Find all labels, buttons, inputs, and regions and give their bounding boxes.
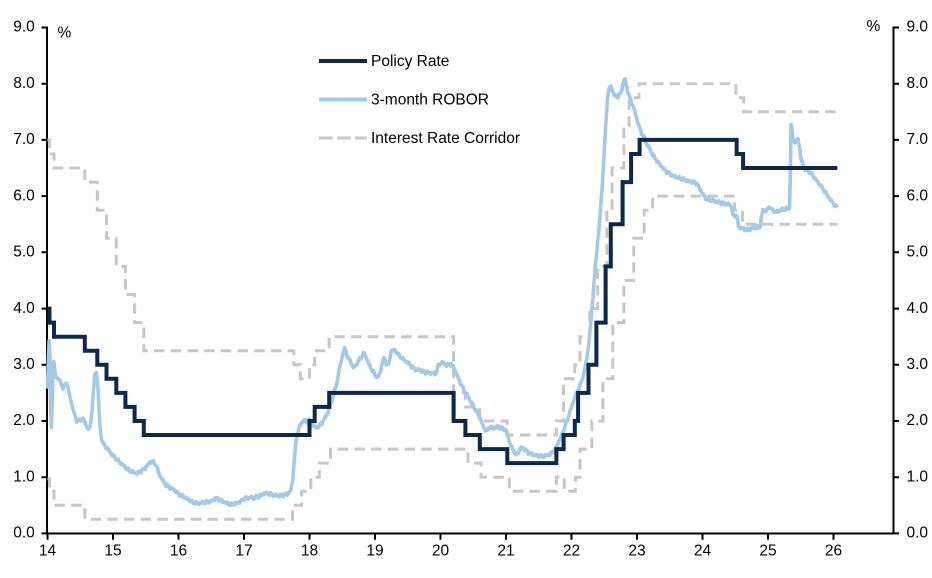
svg-text:9.0: 9.0 — [907, 19, 929, 36]
svg-text:22: 22 — [563, 542, 580, 559]
svg-text:9.0: 9.0 — [13, 19, 35, 36]
svg-text:15: 15 — [104, 542, 121, 559]
svg-text:0.0: 0.0 — [13, 525, 35, 542]
svg-text:6.0: 6.0 — [907, 187, 929, 204]
svg-text:23: 23 — [628, 542, 645, 559]
svg-text:20: 20 — [432, 542, 450, 559]
svg-text:Policy Rate: Policy Rate — [371, 53, 449, 70]
svg-text:1.0: 1.0 — [13, 468, 35, 485]
svg-text:7.0: 7.0 — [13, 131, 35, 148]
svg-text:4.0: 4.0 — [13, 300, 35, 317]
svg-text:2.0: 2.0 — [907, 412, 929, 429]
svg-text:18: 18 — [301, 542, 318, 559]
svg-text:3.0: 3.0 — [907, 356, 929, 373]
svg-text:16: 16 — [170, 542, 187, 559]
svg-text:17: 17 — [235, 542, 252, 559]
svg-text:7.0: 7.0 — [907, 131, 929, 148]
svg-text:14: 14 — [39, 542, 57, 559]
svg-text:5.0: 5.0 — [13, 244, 35, 261]
svg-text:21: 21 — [497, 542, 514, 559]
svg-text:8.0: 8.0 — [907, 75, 929, 92]
svg-text:1.0: 1.0 — [907, 468, 929, 485]
svg-text:6.0: 6.0 — [13, 187, 35, 204]
svg-text:Interest Rate Corridor: Interest Rate Corridor — [371, 130, 520, 147]
svg-text:3-month ROBOR: 3-month ROBOR — [371, 91, 489, 108]
svg-text:4.0: 4.0 — [907, 300, 929, 317]
svg-text:25: 25 — [759, 542, 776, 559]
svg-text:0.0: 0.0 — [907, 525, 929, 542]
svg-text:2.0: 2.0 — [13, 412, 35, 429]
svg-text:%: % — [867, 18, 881, 35]
svg-text:5.0: 5.0 — [907, 244, 929, 261]
svg-text:8.0: 8.0 — [13, 75, 35, 92]
svg-text:24: 24 — [694, 542, 712, 559]
svg-text:19: 19 — [366, 542, 383, 559]
svg-text:26: 26 — [825, 542, 842, 559]
svg-text:%: % — [58, 25, 72, 42]
svg-text:3.0: 3.0 — [13, 356, 35, 373]
